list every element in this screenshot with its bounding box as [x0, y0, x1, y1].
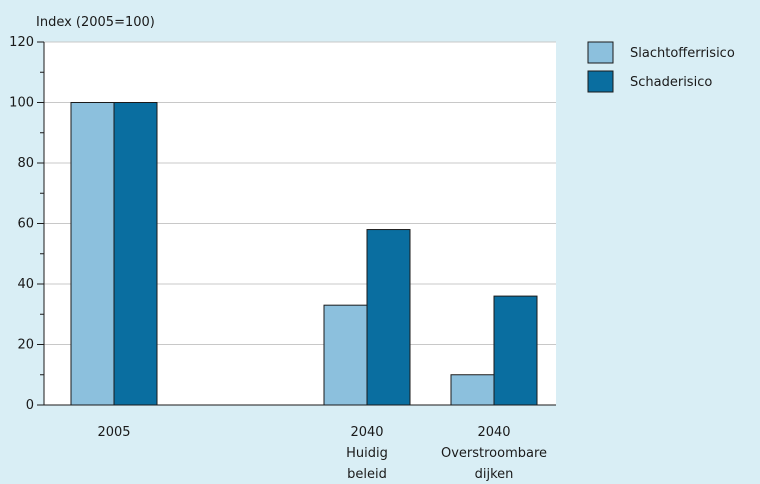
y-tick-label: 100	[9, 96, 34, 111]
x-category-label: 2040	[350, 425, 383, 440]
bar-slachtofferrisico-1	[323, 304, 368, 406]
legend-label-schaderisico: Schaderisico	[630, 75, 712, 90]
y-axis-label: Index (2005=100)	[36, 15, 155, 30]
bar-schaderisico-0	[113, 102, 158, 406]
bar-schaderisico-2	[493, 295, 538, 406]
legend-swatch-schaderisico	[587, 70, 614, 93]
x-category-label: 2005	[97, 425, 130, 440]
x-category-label: Huidig	[346, 446, 388, 461]
x-category-label: dijken	[475, 467, 514, 482]
x-category-label: beleid	[347, 467, 387, 482]
x-category-label: 2040	[477, 425, 510, 440]
y-tick-label: 120	[9, 35, 34, 50]
legend-swatch-slachtofferrisico	[587, 41, 614, 64]
bar-slachtofferrisico-2	[450, 374, 495, 406]
x-category-label: Overstroombare	[441, 446, 547, 461]
y-tick-label: 60	[17, 217, 34, 232]
y-tick-label: 40	[17, 277, 34, 292]
y-tick-label: 20	[17, 338, 34, 353]
bar-schaderisico-1	[366, 229, 411, 406]
y-tick-label: 0	[26, 398, 34, 413]
legend-label-slachtofferrisico: Slachtofferrisico	[630, 46, 735, 61]
bar-slachtofferrisico-0	[70, 102, 115, 406]
y-tick-label: 80	[17, 156, 34, 171]
